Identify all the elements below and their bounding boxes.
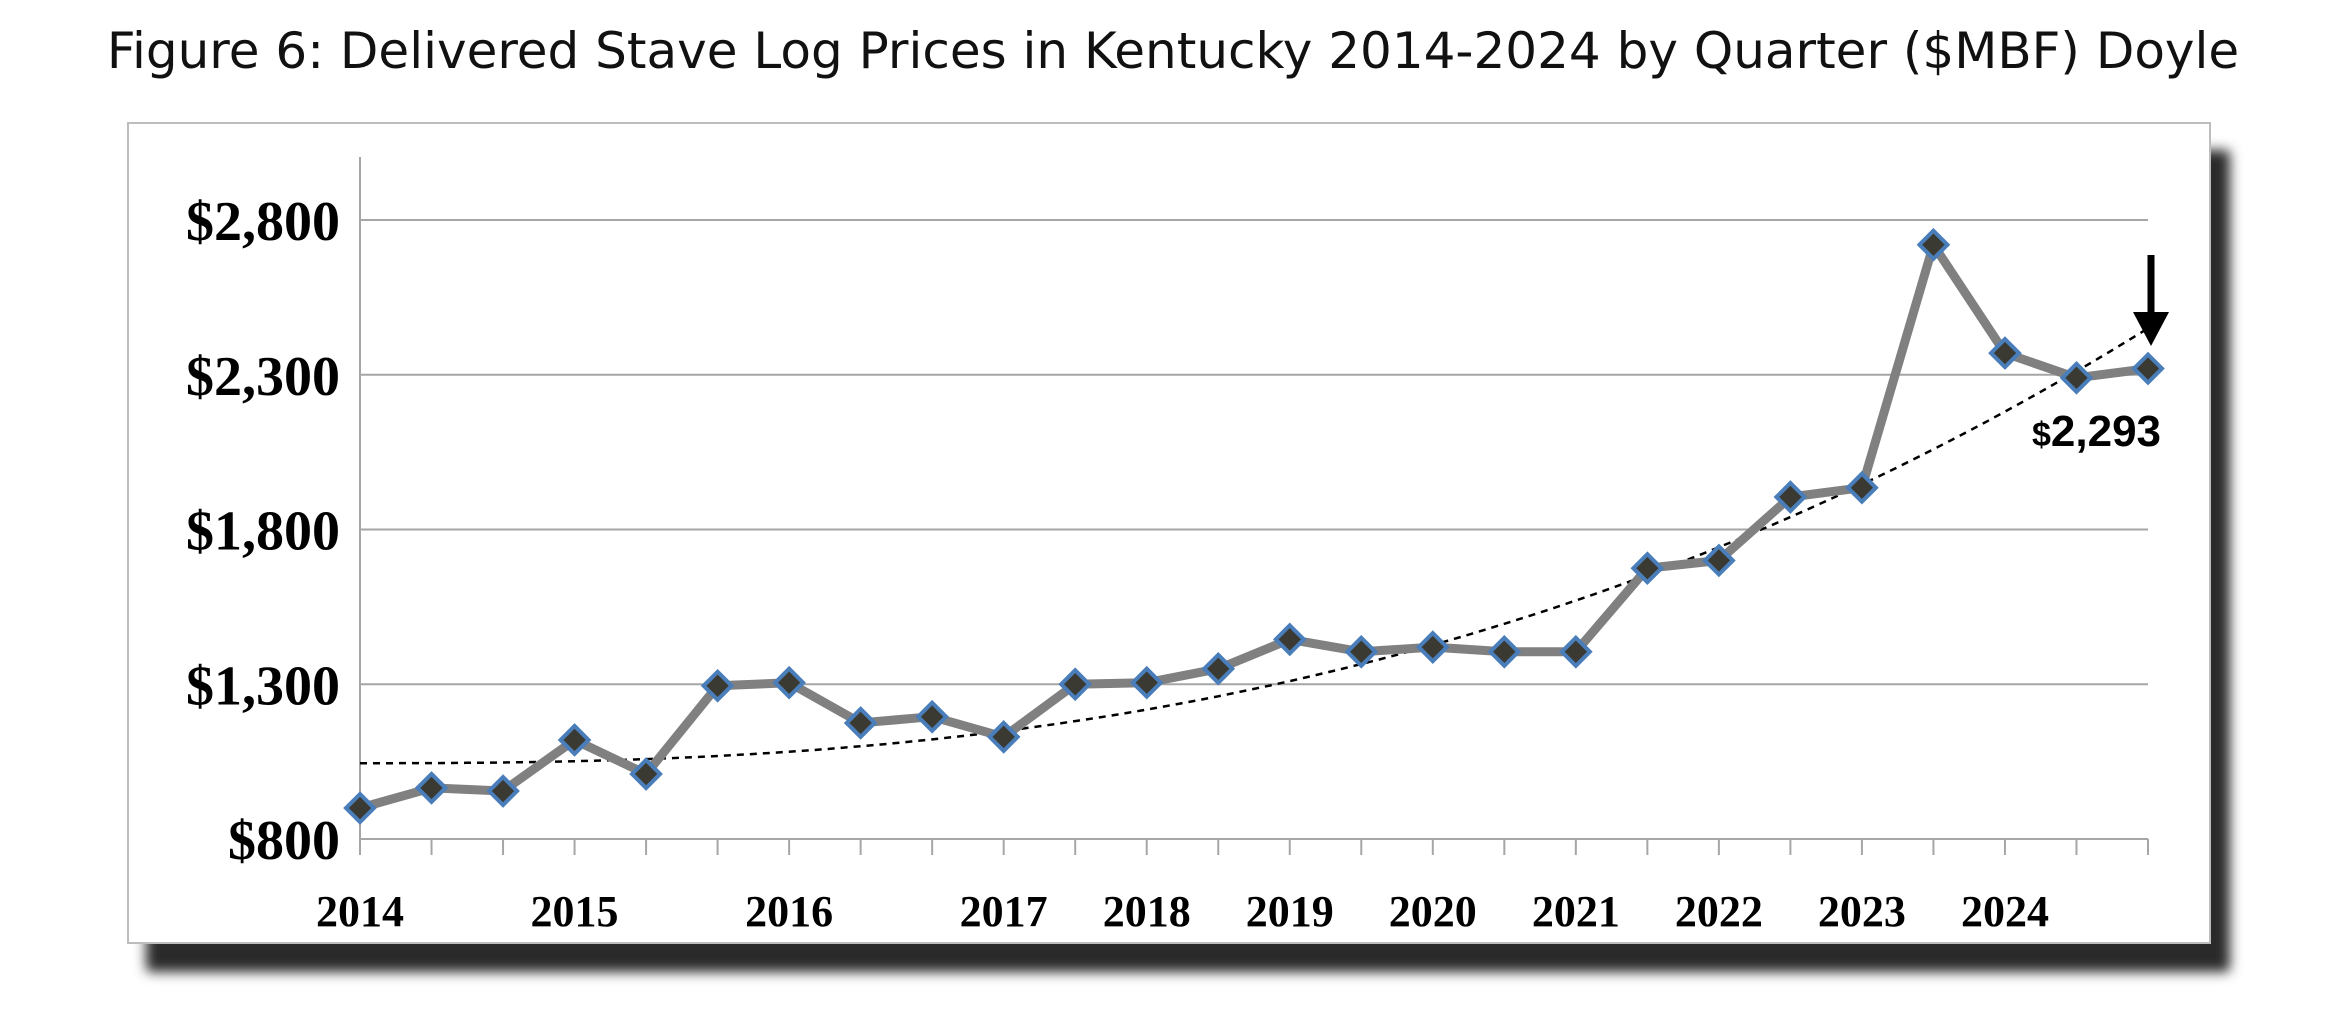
y-tick-label: $2,800 [186, 191, 340, 253]
down-arrow-icon [2133, 312, 2169, 346]
y-tick-label: $1,800 [186, 501, 340, 563]
data-point-marker [1415, 630, 1450, 664]
x-tick-label: 2023 [1818, 887, 1906, 936]
x-tick-label: 2024 [1961, 887, 2049, 936]
data-point-marker [1058, 667, 1093, 702]
x-tick-label: 2017 [960, 887, 1048, 936]
x-tick-label: 2018 [1103, 887, 1191, 936]
data-point-marker [1702, 543, 1736, 578]
data-point-marker [700, 668, 735, 703]
x-axis: 2014 2015 2016 2017 2018 2019 2020 2021 2022 2023… [316, 838, 2149, 936]
data-point-marker [414, 771, 449, 805]
annotation-group: $2,293 [2032, 255, 2169, 456]
data-point-marker [915, 699, 949, 734]
data-point-marker [1988, 336, 2022, 370]
data-point-marker [1201, 651, 1236, 686]
data-point-marker [629, 757, 663, 791]
data-point-marker [1344, 634, 1379, 669]
data-point-marker [1773, 480, 1808, 514]
data-point-marker [1845, 470, 1879, 505]
x-tick-label: 2016 [745, 887, 833, 936]
data-point-marker [1487, 634, 1522, 669]
x-tick-label: 2019 [1246, 887, 1334, 936]
data-point-marker [1630, 551, 1665, 586]
data-point-marker [1129, 665, 1164, 700]
data-point-marker [2059, 361, 2094, 395]
y-axis: $800 $1,300 $1,800 $2,300 $2,800 [186, 157, 361, 872]
series-group [343, 227, 2165, 825]
x-tick-label: 2015 [531, 887, 619, 936]
data-point-marker [2131, 351, 2165, 386]
annotation-prefix: $ [2032, 416, 2051, 454]
x-tick-label: 2014 [316, 887, 404, 936]
x-tick-label: 2020 [1389, 887, 1477, 936]
figure-title: Figure 6: Delivered Stave Log Prices in … [106, 22, 2240, 80]
data-point-marker [1916, 227, 1951, 262]
data-point-marker [772, 665, 806, 700]
x-tick-label: 2022 [1675, 887, 1763, 936]
trendline-group [360, 327, 2149, 765]
gridlines [360, 219, 2148, 686]
svg-text:$2,293: $2,293 [2032, 407, 2161, 456]
trendline [360, 327, 2149, 765]
data-point-marker [486, 774, 520, 808]
data-point-marker [1559, 634, 1593, 669]
annotation-value: 2,293 [2051, 407, 2161, 456]
x-tick-label: 2021 [1532, 887, 1620, 936]
y-tick-label: $1,300 [186, 655, 340, 717]
data-point-marker [1272, 622, 1307, 657]
series-line [358, 240, 2149, 813]
data-point-marker [986, 720, 1021, 754]
chart-frame [127, 122, 2211, 944]
data-point-marker [557, 723, 592, 757]
y-tick-label: $800 [228, 810, 340, 872]
data-point-marker [843, 706, 878, 740]
data-point-marker [343, 791, 377, 825]
y-tick-label: $2,300 [186, 346, 340, 408]
